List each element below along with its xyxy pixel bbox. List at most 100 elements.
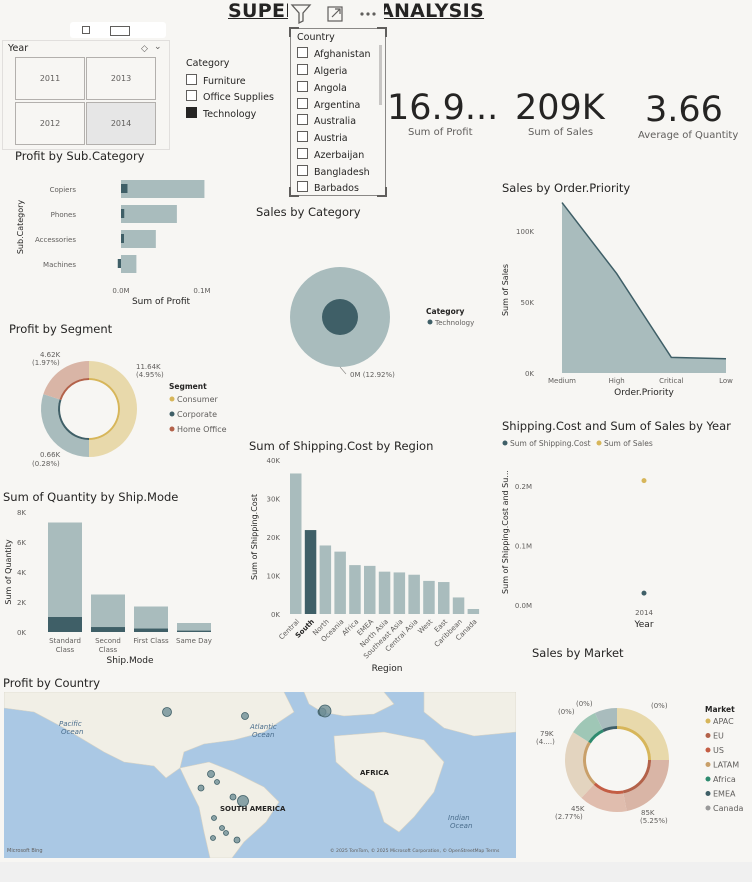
toolbar-icons (290, 4, 376, 25)
y-tick-label: 40K (267, 457, 281, 465)
checkbox[interactable] (297, 181, 308, 192)
checkbox[interactable] (297, 165, 308, 176)
x-tick-label: West (417, 618, 435, 636)
data-label: (4.95%) (136, 371, 164, 379)
year-tile-2011[interactable]: 2011 (15, 57, 85, 100)
legend-title: Market (705, 705, 735, 714)
year-slicer-title: Year (8, 43, 29, 54)
area-line (561, 202, 727, 360)
category-option-furniture[interactable]: Furniture (186, 74, 246, 87)
sales-market-chart: (0%)(0%)(0%)79K(4....)45K(2.77%) 85K(5.25… (536, 700, 744, 825)
bar (334, 551, 346, 614)
checkbox[interactable] (186, 90, 197, 101)
legend-marker (705, 747, 711, 753)
bar (349, 565, 361, 614)
category-tick-label: Accessories (35, 236, 76, 244)
visual-title-sales-market: Sales by Market (532, 646, 624, 660)
checkbox[interactable] (297, 131, 308, 142)
country-slicer-scrollbar[interactable] (379, 45, 382, 105)
checkbox[interactable] (297, 98, 308, 109)
checkbox-checked[interactable] (186, 107, 197, 118)
map-landmass-europe (303, 692, 395, 717)
category-option-technology[interactable]: Technology (186, 107, 256, 120)
country-option[interactable]: Afghanistan (297, 47, 371, 60)
data-label: (5.25%) (640, 817, 668, 825)
profit-country-map[interactable]: Pacific Ocean Atlantic Ocean AFRICA SOUT… (4, 692, 516, 858)
checkbox[interactable] (297, 64, 308, 75)
map-canvas[interactable]: Pacific Ocean Atlantic Ocean AFRICA SOUT… (4, 692, 516, 858)
country-option[interactable]: Azerbaijan (297, 148, 364, 161)
year-tile-2014[interactable]: 2014 (86, 102, 156, 145)
map-bubble (318, 704, 332, 718)
donut-slice-inner (617, 726, 651, 760)
bar (177, 623, 211, 632)
pie-slice-highlight (322, 299, 358, 335)
data-label-leader (339, 366, 347, 375)
filter-icon[interactable] (290, 4, 312, 25)
bar (319, 545, 332, 614)
map-bubble (162, 707, 172, 717)
checkbox[interactable] (297, 114, 308, 125)
legend-label: Africa (713, 775, 736, 784)
legend-marker (705, 762, 711, 767)
country-option[interactable]: Angola (297, 81, 347, 94)
country-slicer-title: Country (297, 32, 335, 43)
checkbox[interactable] (297, 81, 308, 92)
y-tick-label: 2K (17, 599, 26, 607)
category-option-office-supplies[interactable]: Office Supplies (186, 90, 274, 103)
x-axis-label: Sum of Profit (132, 297, 191, 307)
legend-label: Technology (434, 319, 474, 327)
year-tile-2013[interactable]: 2013 (86, 57, 156, 100)
bar (378, 571, 391, 614)
bar (121, 180, 205, 198)
bar (91, 594, 125, 632)
year-tile-2012[interactable]: 2012 (15, 102, 85, 145)
donut-slice-inner (622, 760, 651, 794)
focus-mode-icon[interactable] (327, 6, 343, 22)
year-slicer: Year ◇ ⌄ 2011 2013 2012 2014 (2, 40, 170, 150)
bar (408, 574, 420, 614)
donut-slice (89, 361, 137, 457)
map-landmass-asia (423, 692, 516, 737)
donut-slice-inner (593, 782, 624, 794)
country-option[interactable]: Barbados (297, 181, 359, 194)
data-label: 11.64K (136, 363, 161, 371)
map-credit[interactable]: © 2025 TomTom, © 2025 Microsoft Corporat… (330, 847, 500, 854)
visual-title-qty-shipmode: Sum of Quantity by Ship.Mode (3, 490, 179, 504)
legend-label: EU (713, 732, 724, 741)
checkbox[interactable] (297, 148, 308, 159)
more-options-icon[interactable] (360, 12, 376, 16)
country-option[interactable]: Austria (297, 131, 348, 144)
bar (304, 530, 317, 614)
donut-slice (573, 712, 603, 742)
bar-highlight (134, 628, 168, 632)
country-option[interactable]: Bangladesh (297, 165, 370, 178)
kpi-profit-value: 16.9... (387, 88, 499, 128)
chevron-down-icon[interactable]: ⌄ (154, 42, 162, 52)
y-tick-label: 30K (267, 496, 281, 504)
area (562, 202, 726, 373)
bar (438, 582, 450, 614)
country-option[interactable]: Australia (297, 114, 356, 127)
map-bubble (210, 835, 216, 841)
checkbox[interactable] (186, 74, 197, 85)
shipping-year-chart: Sum of Shipping.Cost Sum of Sales 0.0M 0.1M… (501, 439, 654, 630)
bar (121, 205, 177, 223)
report-canvas: SUPERSTORE ANALYSIS Year ◇ ⌄ 2011 2013 2… (2, 0, 744, 858)
donut-slice (40, 394, 89, 457)
y-axis-label: Sum of Sales (501, 264, 510, 316)
x-tick-label: Class (56, 646, 75, 654)
legend-title: Category (426, 307, 464, 316)
checkbox[interactable] (297, 47, 308, 58)
kpi-quantity-value: 3.66 (645, 90, 723, 130)
legend-marker (169, 396, 175, 402)
y-tick-label: 0K (525, 370, 534, 378)
donut-slice-inner (583, 741, 596, 785)
country-option[interactable]: Argentina (297, 98, 360, 111)
country-option[interactable]: Algeria (297, 64, 347, 77)
kpi-sales-label: Sum of Sales (528, 127, 594, 138)
data-label: (0%) (558, 708, 575, 716)
data-label: 0.66K (40, 451, 61, 459)
eraser-icon[interactable]: ◇ (141, 44, 148, 54)
data-label: 4.62K (40, 351, 61, 359)
